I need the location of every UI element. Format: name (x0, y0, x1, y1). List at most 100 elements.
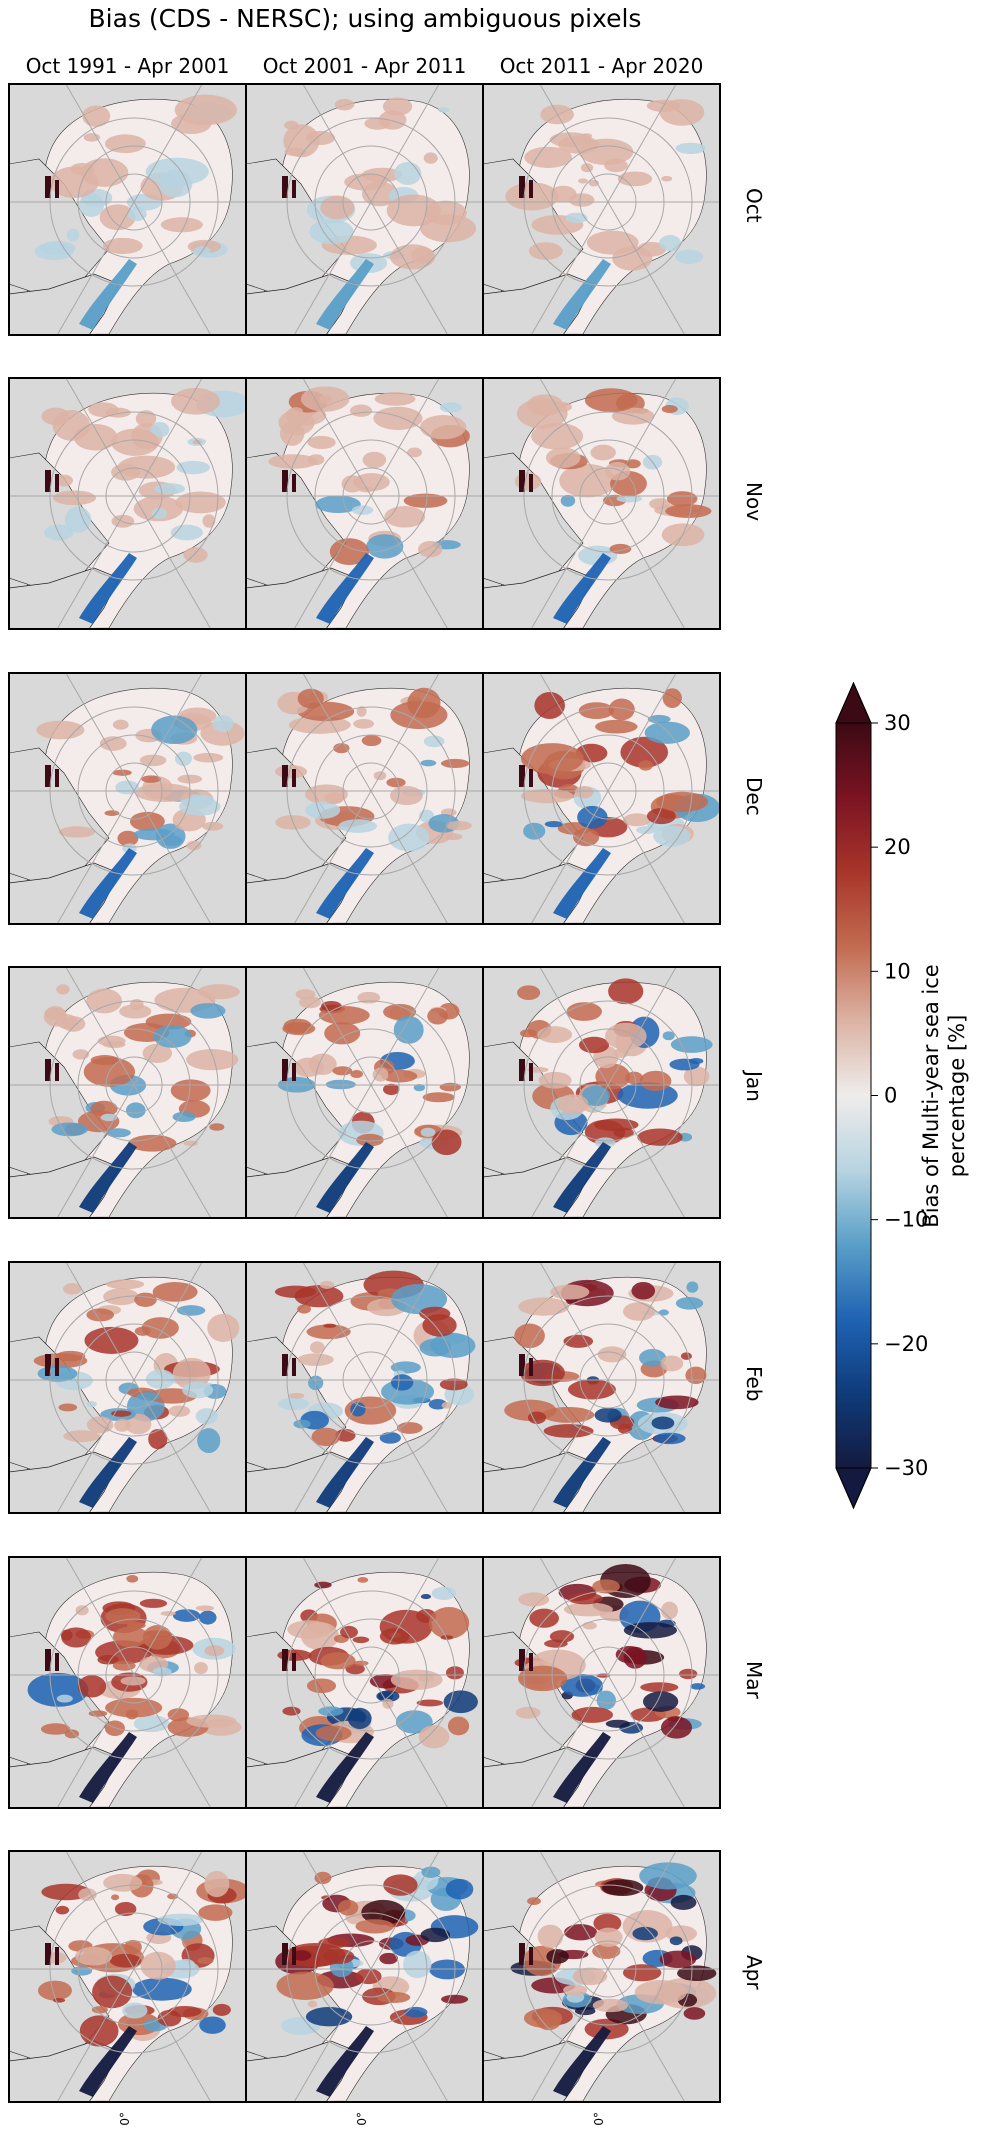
bias-cell (347, 1707, 372, 1730)
bias-cell (174, 751, 193, 767)
row-label-mar: Mar (742, 1660, 766, 1699)
bias-cell (153, 1025, 192, 1048)
bias-cell (584, 388, 638, 413)
bias-cell (528, 242, 563, 260)
meridian-line (607, 1674, 686, 1808)
map-panels (8, 83, 721, 2103)
bias-cell (680, 1352, 692, 1360)
map-panel-mar-2 (245, 1556, 484, 1809)
bias-cell (569, 193, 595, 207)
bias-cell (300, 1622, 339, 1651)
fram-strait-bias (79, 1142, 137, 1213)
bias-cell (325, 1079, 356, 1090)
bias-cell (661, 1601, 678, 1620)
meridian-line (302, 1557, 372, 1676)
bias-cell (439, 1378, 468, 1391)
meridian-line (607, 495, 686, 629)
bias-cell (356, 706, 367, 717)
bias-cell (559, 463, 616, 498)
bias-cell (383, 1083, 400, 1096)
bias-cell (582, 1621, 597, 1630)
bias-cell (268, 454, 318, 469)
bias-cell (323, 1323, 337, 1328)
bias-cell (176, 1305, 206, 1316)
bias-cell (639, 1862, 697, 1890)
bias-cell (194, 1661, 208, 1675)
bias-cell (283, 124, 320, 158)
archipelago-land (483, 452, 584, 589)
bias-cell (396, 1422, 423, 1434)
bias-cell (139, 754, 167, 767)
meridian-line (370, 1557, 440, 1676)
bias-cell (353, 473, 390, 491)
meridian-line (302, 967, 372, 1086)
bias-cell (581, 1085, 610, 1107)
channel-bias (529, 180, 533, 198)
meridian-line (293, 1379, 372, 1513)
bias-cell (518, 1297, 570, 1316)
bias-cell (420, 759, 437, 767)
fram-strait-bias (553, 848, 611, 919)
bias-cell (666, 491, 698, 507)
colorbar-extend-min (835, 1467, 872, 1510)
bias-cell (150, 421, 170, 438)
bias-cell (428, 1607, 470, 1639)
bias-cell (379, 1432, 401, 1444)
bias-cell (446, 820, 472, 831)
bias-cell (309, 219, 354, 245)
bias-cell (361, 1899, 406, 1925)
bias-cell (593, 1913, 622, 1933)
bias-cell (679, 1668, 698, 1680)
bias-cell (128, 1134, 177, 1152)
bias-cell (199, 2016, 226, 2034)
bias-cell (293, 1419, 311, 1429)
bias-cell (631, 1282, 656, 1300)
bias-cell (307, 2000, 318, 2008)
bias-cell (352, 1636, 370, 1644)
meridian-line (370, 967, 440, 1086)
bias-cell (109, 1953, 142, 1968)
bias-cell (677, 1965, 717, 1981)
meridian-line (370, 673, 440, 792)
bias-cell (608, 978, 644, 1005)
bias-cell (282, 1706, 301, 1716)
bias-cell (111, 463, 141, 481)
bias-cell (97, 1035, 126, 1047)
archipelago-land (9, 452, 110, 589)
bias-cell (151, 508, 168, 519)
channel-bias (55, 1358, 59, 1376)
bias-cell (133, 828, 175, 841)
bias-cell (278, 409, 315, 436)
bias-cell (141, 1317, 179, 1339)
bias-cell (193, 752, 224, 763)
bias-cell (420, 1594, 432, 1600)
bias-cell (75, 1605, 89, 1616)
bias-cell (389, 785, 423, 806)
bias-cell (524, 146, 572, 168)
bias-cell (282, 1022, 316, 1036)
meridian-line (607, 790, 686, 924)
bias-cell (624, 459, 641, 469)
channel-bias (282, 765, 288, 787)
bias-cell (209, 1123, 225, 1131)
bias-cell (644, 721, 690, 744)
bias-cell (102, 237, 143, 254)
meridian-line (539, 673, 609, 792)
bias-cell (151, 715, 198, 745)
bias-cell (337, 1899, 359, 1916)
meridian-line (370, 1262, 440, 1381)
bias-cell (195, 1605, 215, 1612)
bias-cell (168, 1405, 191, 1417)
bias-cell (39, 240, 76, 256)
bias-cell (439, 1082, 461, 1092)
bias-cell (114, 1901, 137, 1917)
bias-cell (71, 1966, 93, 1976)
bias-cell (531, 422, 584, 450)
archipelago-land (483, 1925, 584, 2062)
bias-cell (58, 1403, 78, 1412)
meridian-line (607, 378, 677, 497)
meridian-line (302, 378, 372, 497)
bias-cell (423, 735, 445, 748)
bias-cell (546, 1949, 569, 1964)
bias-cell (638, 760, 653, 771)
